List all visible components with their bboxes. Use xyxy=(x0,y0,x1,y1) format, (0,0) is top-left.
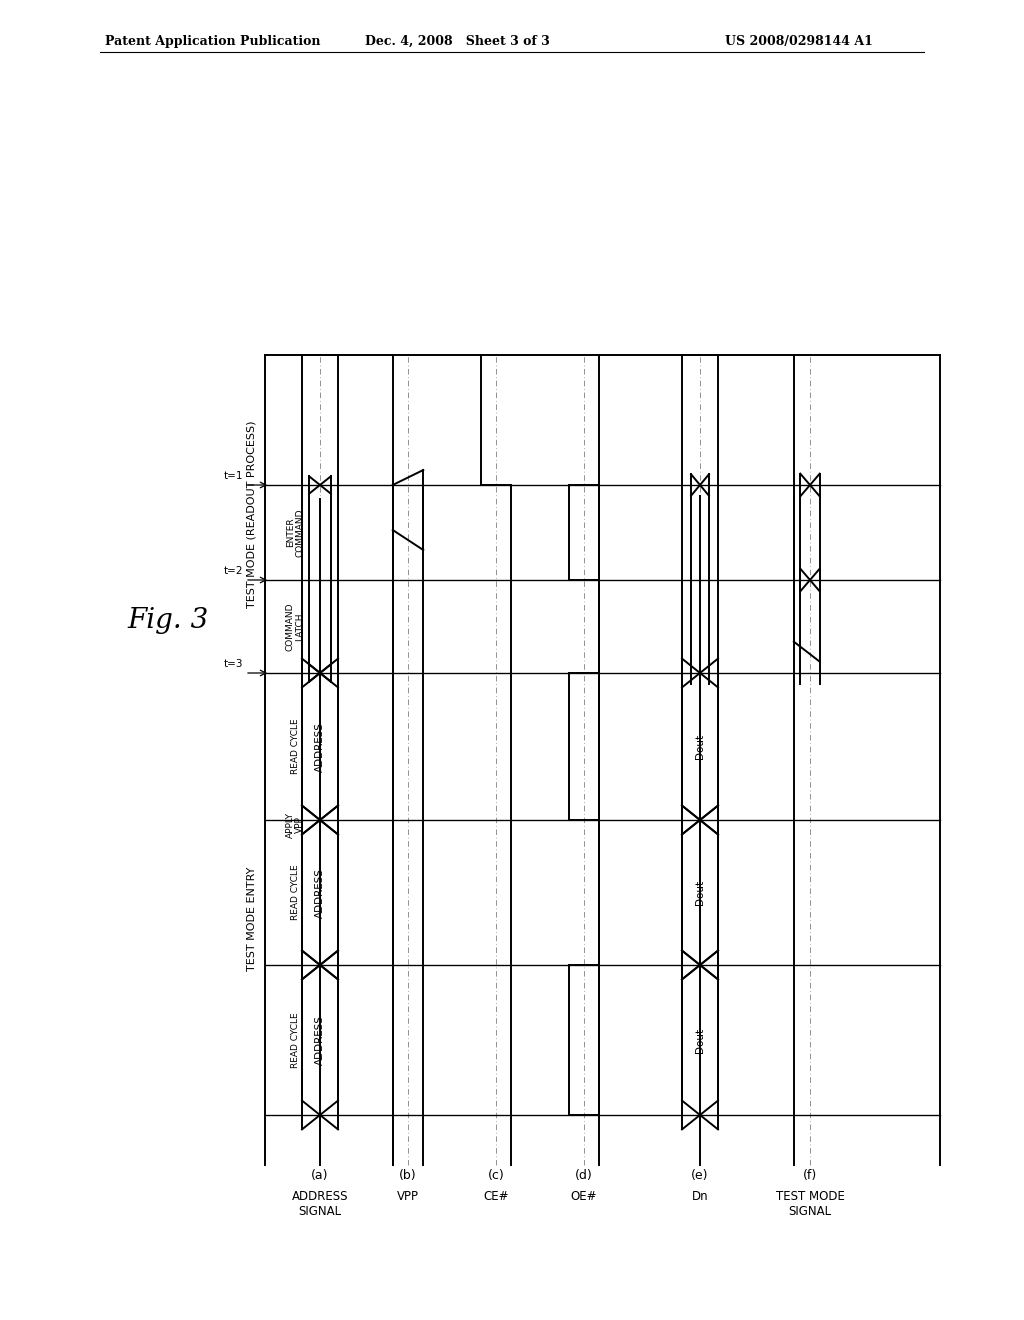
Text: Patent Application Publication: Patent Application Publication xyxy=(105,36,321,48)
Text: t=2: t=2 xyxy=(223,566,243,576)
Text: ADDRESS: ADDRESS xyxy=(315,722,325,771)
Text: CE#: CE# xyxy=(483,1191,509,1203)
Text: ENTER
COMMAND: ENTER COMMAND xyxy=(286,508,304,557)
Text: Fig. 3: Fig. 3 xyxy=(127,606,209,634)
Text: (b): (b) xyxy=(399,1170,417,1181)
Text: Dout: Dout xyxy=(695,880,705,906)
Text: (f): (f) xyxy=(803,1170,817,1181)
Text: t=3: t=3 xyxy=(223,659,243,669)
Text: OE#: OE# xyxy=(570,1191,597,1203)
Text: READ CYCLE: READ CYCLE xyxy=(291,718,299,775)
Text: COMMAND
LATCH: COMMAND LATCH xyxy=(286,602,304,651)
Text: t=1: t=1 xyxy=(223,471,243,480)
Text: (d): (d) xyxy=(575,1170,593,1181)
Text: TEST MODE
SIGNAL: TEST MODE SIGNAL xyxy=(775,1191,845,1218)
Text: READ CYCLE: READ CYCLE xyxy=(291,865,299,920)
Text: READ CYCLE: READ CYCLE xyxy=(291,1012,299,1068)
Text: VPP: VPP xyxy=(397,1191,419,1203)
Text: TEST MODE (READOUT PROCESS): TEST MODE (READOUT PROCESS) xyxy=(247,420,257,607)
Text: (c): (c) xyxy=(487,1170,505,1181)
Text: US 2008/0298144 A1: US 2008/0298144 A1 xyxy=(725,36,872,48)
Text: ADDRESS: ADDRESS xyxy=(315,867,325,917)
Text: ADDRESS: ADDRESS xyxy=(315,1015,325,1065)
Text: Dout: Dout xyxy=(695,734,705,759)
Text: (a): (a) xyxy=(311,1170,329,1181)
Text: TEST MODE ENTRY: TEST MODE ENTRY xyxy=(247,867,257,972)
Text: (e): (e) xyxy=(691,1170,709,1181)
Text: ADDRESS
SIGNAL: ADDRESS SIGNAL xyxy=(292,1191,348,1218)
Text: Dout: Dout xyxy=(695,1027,705,1052)
Text: APPLY
VPP: APPLY VPP xyxy=(286,812,304,838)
Text: Dec. 4, 2008   Sheet 3 of 3: Dec. 4, 2008 Sheet 3 of 3 xyxy=(365,36,550,48)
Text: Dn: Dn xyxy=(691,1191,709,1203)
